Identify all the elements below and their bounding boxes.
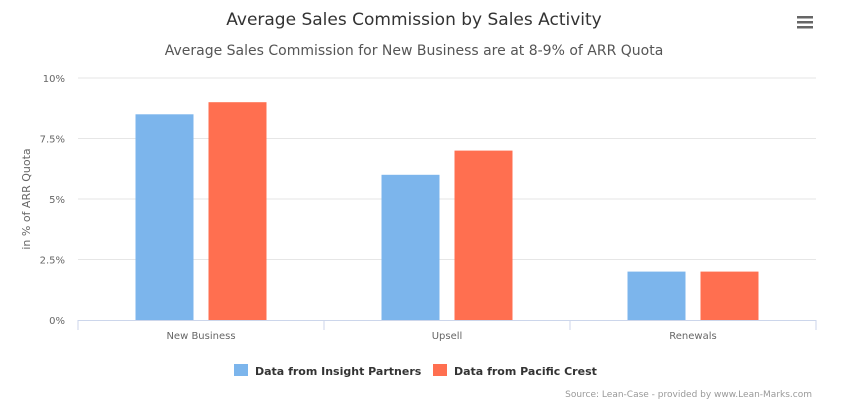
chart-title: Average Sales Commission by Sales Activi…: [226, 10, 601, 30]
x-tick-label: Upsell: [432, 331, 463, 342]
bar-0-1[interactable]: [381, 174, 440, 320]
legend-swatch: [234, 364, 248, 376]
x-tick-label: New Business: [166, 331, 235, 342]
legend-item[interactable]: Data from Insight Partners: [234, 364, 422, 378]
chart-subtitle: Average Sales Commission for New Busines…: [165, 43, 664, 59]
y-tick-label: 0%: [49, 316, 65, 327]
bar-1-2[interactable]: [700, 271, 759, 320]
y-tick-label: 7.5%: [40, 135, 65, 146]
hamburger-menu-icon[interactable]: [794, 14, 816, 32]
y-tick-label: 10%: [43, 74, 65, 85]
credits[interactable]: Source: Lean-Case - provided by www.Lean…: [565, 390, 812, 400]
bar-1-0[interactable]: [208, 102, 267, 320]
legend-label: Data from Insight Partners: [255, 365, 422, 378]
bar-0-2[interactable]: [627, 271, 686, 320]
y-tick-label: 2.5%: [40, 256, 65, 267]
y-tick-label: 5%: [49, 195, 65, 206]
legend-swatch: [433, 364, 447, 376]
y-axis-label: in % of ARR Quota: [20, 148, 33, 249]
bar-0-0[interactable]: [135, 114, 194, 320]
x-tick-label: Renewals: [669, 331, 716, 342]
bar-1-1[interactable]: [454, 150, 513, 320]
legend-item[interactable]: Data from Pacific Crest: [433, 364, 597, 378]
legend-label: Data from Pacific Crest: [454, 365, 597, 378]
